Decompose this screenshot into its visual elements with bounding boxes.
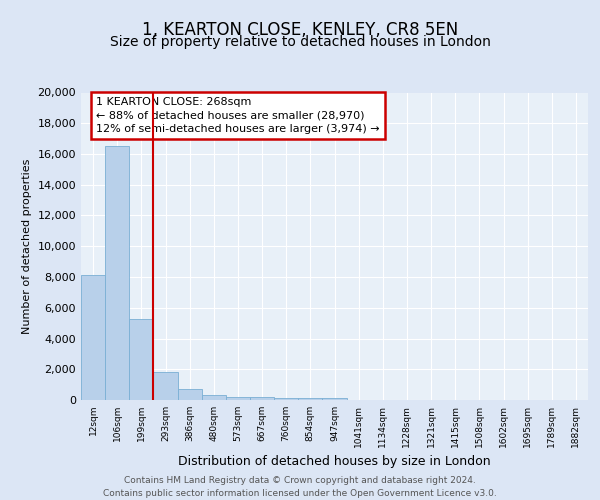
- Text: 1, KEARTON CLOSE, KENLEY, CR8 5EN: 1, KEARTON CLOSE, KENLEY, CR8 5EN: [142, 21, 458, 39]
- X-axis label: Distribution of detached houses by size in London: Distribution of detached houses by size …: [178, 456, 491, 468]
- Bar: [81, 276, 105, 400]
- Bar: [274, 398, 298, 400]
- Bar: [202, 396, 226, 400]
- Bar: [298, 398, 322, 400]
- Y-axis label: Number of detached properties: Number of detached properties: [22, 158, 32, 334]
- Bar: [129, 318, 154, 400]
- Bar: [154, 372, 178, 400]
- Bar: [226, 396, 250, 400]
- Bar: [105, 146, 129, 400]
- Bar: [250, 397, 274, 400]
- Bar: [178, 389, 202, 400]
- Bar: [322, 398, 347, 400]
- Text: 1 KEARTON CLOSE: 268sqm
← 88% of detached houses are smaller (28,970)
12% of sem: 1 KEARTON CLOSE: 268sqm ← 88% of detache…: [96, 97, 380, 134]
- Text: Size of property relative to detached houses in London: Size of property relative to detached ho…: [110, 35, 490, 49]
- Text: Contains HM Land Registry data © Crown copyright and database right 2024.
Contai: Contains HM Land Registry data © Crown c…: [103, 476, 497, 498]
